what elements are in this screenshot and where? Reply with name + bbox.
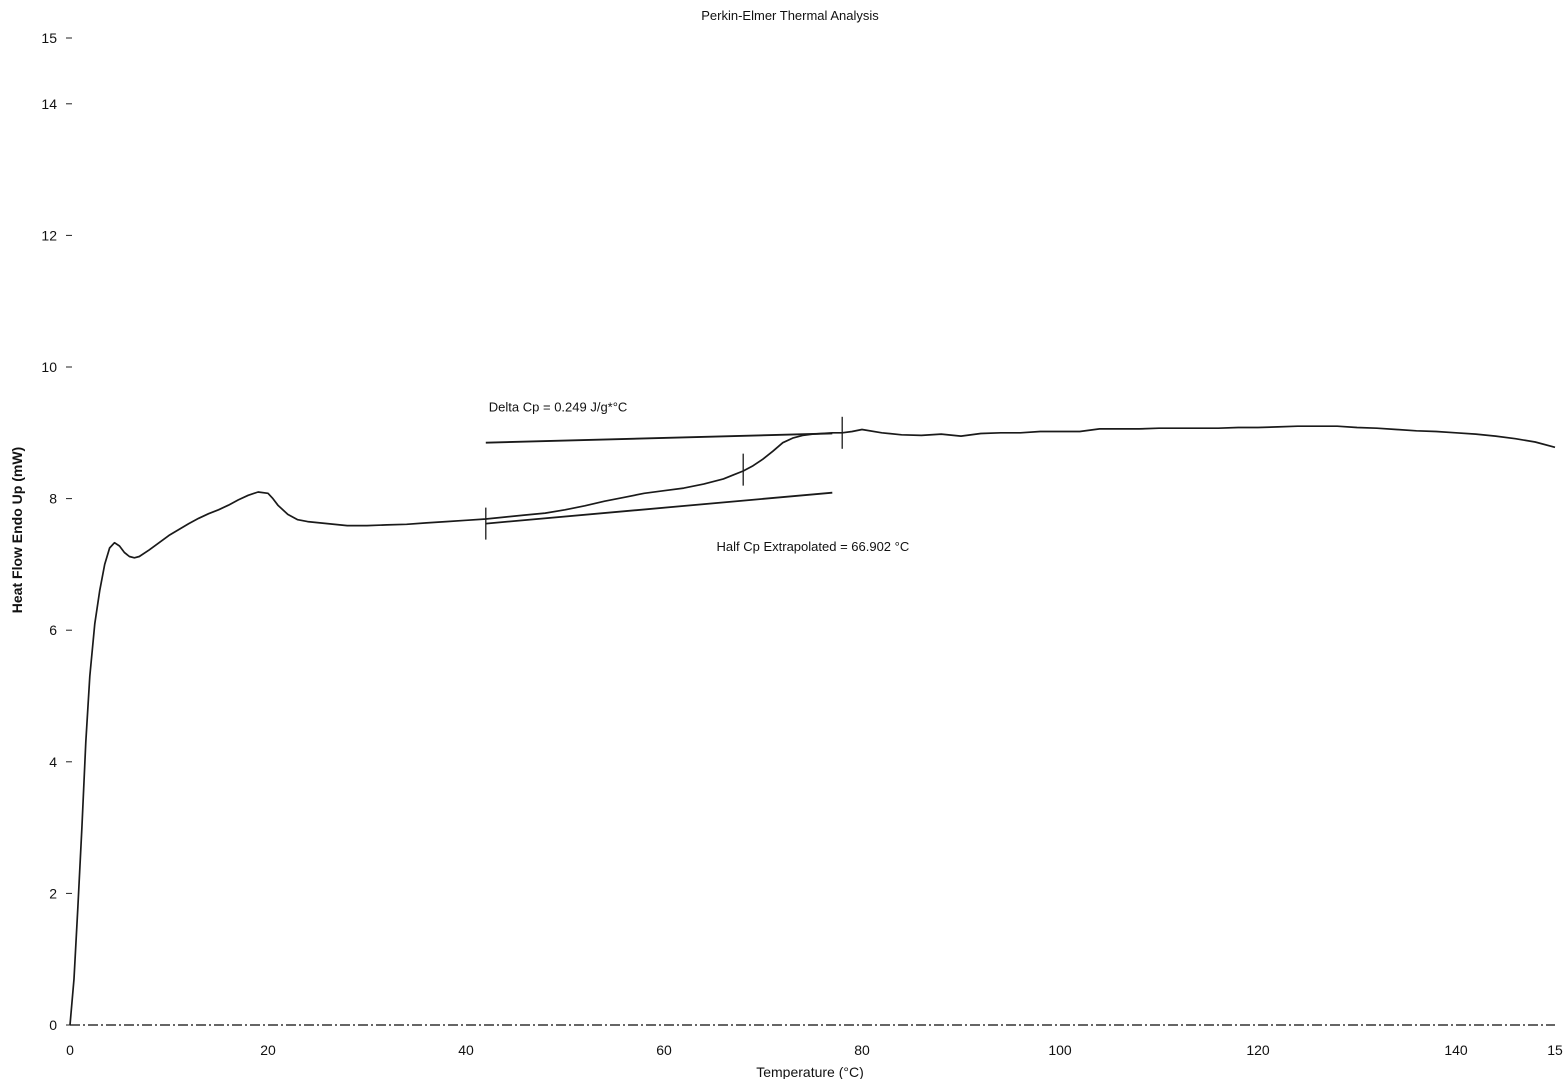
- y-tick-label: 6: [49, 622, 57, 638]
- y-tick-label: 8: [49, 491, 57, 507]
- annotation-text: Delta Cp = 0.249 J/g*°C: [489, 399, 628, 414]
- x-tick-label: 15: [1547, 1042, 1563, 1058]
- x-tick-label: 140: [1444, 1042, 1468, 1058]
- y-axis-label: Heat Flow Endo Up (mW): [9, 447, 25, 613]
- x-axis: 0 20 40 60 80 100 120 140 15: [66, 1024, 1563, 1058]
- y-tick-label: 0: [49, 1017, 57, 1033]
- annotation-text: Half Cp Extrapolated = 66.902 °C: [717, 539, 910, 554]
- y-tick-label: 10: [41, 359, 57, 375]
- x-tick-label: 60: [656, 1042, 672, 1058]
- y-tick-label: 2: [49, 885, 57, 901]
- annotations: Delta Cp = 0.249 J/g*°C Half Cp Extrapola…: [489, 399, 909, 553]
- x-tick-label: 100: [1048, 1042, 1072, 1058]
- chart-title: Perkin-Elmer Thermal Analysis: [701, 8, 879, 23]
- x-axis-label: Temperature (°C): [756, 1064, 864, 1079]
- x-tick-label: 40: [458, 1042, 474, 1058]
- heat-flow-curve: [69, 425, 1556, 1026]
- y-axis: 0 2 4 6 8 10 12 14 15: [41, 30, 72, 1033]
- y-tick-label: 4: [49, 754, 57, 770]
- x-tick-label: 120: [1246, 1042, 1270, 1058]
- y-tick-label: 14: [41, 96, 57, 112]
- tangent-line: [485, 491, 833, 525]
- plot-area: [69, 416, 1556, 1026]
- y-tick-label: 12: [41, 227, 57, 243]
- x-tick-label: 80: [854, 1042, 870, 1058]
- tangent-line: [485, 432, 833, 444]
- y-tick-label: 15: [41, 30, 57, 46]
- x-tick-label: 0: [66, 1042, 74, 1058]
- x-tick-label: 20: [260, 1042, 276, 1058]
